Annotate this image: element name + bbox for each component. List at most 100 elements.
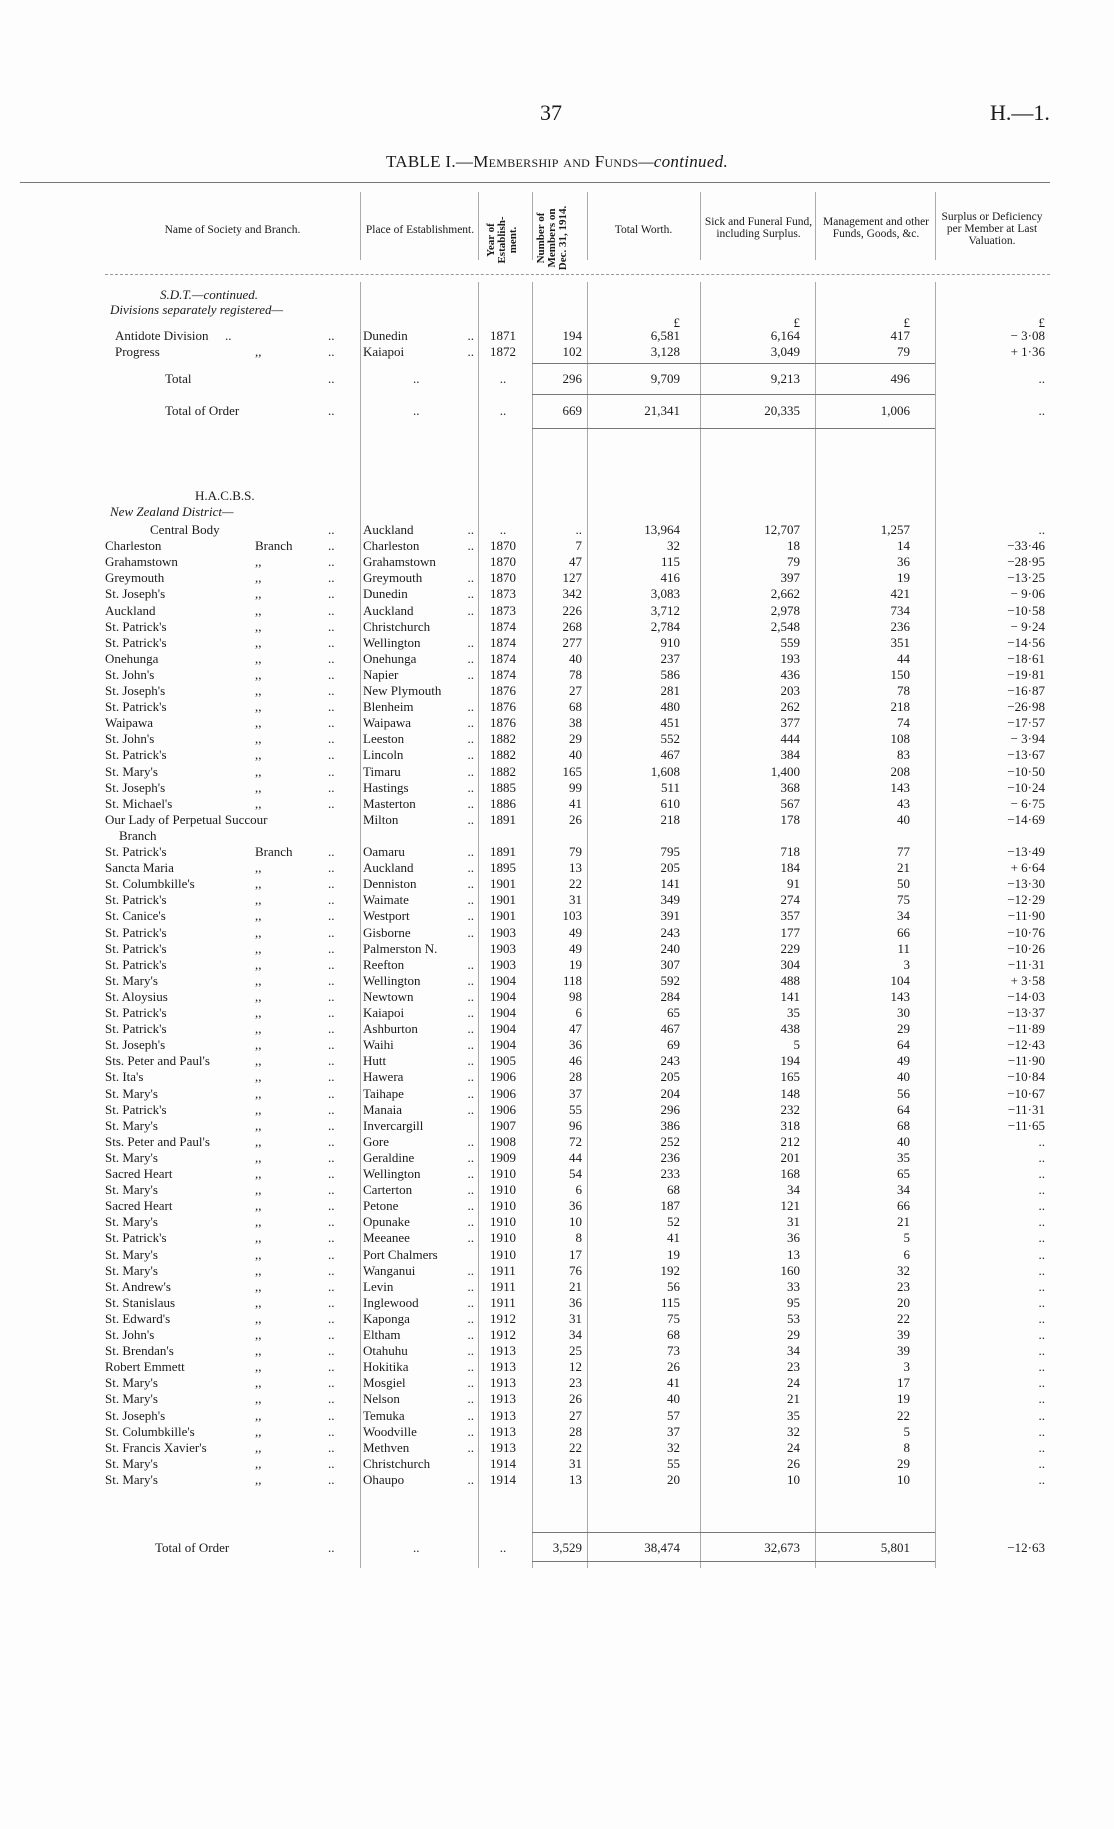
sick-fund-cell: 31 (787, 1214, 800, 1230)
leader-dots: .. (328, 940, 335, 956)
place-cell: Kaponga.. (363, 1311, 478, 1327)
branch-name-cell: St. Patrick's,,.. (105, 892, 355, 908)
total-worth-cell: 237 (660, 650, 681, 666)
place-name: Dunedin (363, 586, 408, 602)
surplus-cell: −10·76 (1007, 924, 1045, 940)
column-rule (935, 192, 936, 260)
sick-fund-cell: 357 (780, 908, 801, 924)
branch-name: St. Mary's (105, 1085, 158, 1101)
leader-dots: .. (328, 1359, 335, 1375)
total-worth-cell: 467 (660, 747, 681, 763)
management-funds-cell: 43 (897, 795, 910, 811)
place-cell: Denniston.. (363, 876, 478, 892)
ditto-mark: ,, (255, 602, 262, 618)
sick-fund-cell: 203 (780, 683, 801, 698)
management-funds-cell: 65 (897, 1166, 910, 1181)
total-worth-cell: 52 (667, 1214, 680, 1230)
surplus-cell: − 3·08 (1010, 328, 1045, 343)
surplus-cell: −10·58 (1007, 602, 1045, 618)
surplus-cell: .. (1038, 1294, 1046, 1310)
leader-dots: .. (467, 328, 475, 343)
leader-dots: .. (328, 1423, 335, 1439)
table-row: St. Mary's,,.. Invercargill 1907 96 386 318 68… (105, 1118, 1050, 1134)
management-funds-cell: 143 (890, 988, 911, 1004)
branch-name-cell: St. Patrick's,,.. (105, 1102, 355, 1118)
total-worth-cell: 284 (660, 988, 681, 1004)
place-name: Oamaru (363, 844, 405, 859)
leader-dots: .. (328, 763, 335, 779)
leader-dots: .. (328, 522, 335, 537)
sick-fund-cell: 18 (787, 538, 800, 554)
management-funds-cell: 734 (890, 602, 911, 618)
branch-name-cell: Sacred Heart,,.. (105, 1198, 355, 1214)
table-row: Auckland,,.. Auckland.. 1873 226 3,712 2,978 7… (105, 603, 1050, 619)
place-name: Port Chalmers (363, 1246, 438, 1262)
leader-dots: .. (467, 1278, 475, 1294)
ditto-mark: ,, (255, 1133, 262, 1149)
total-worth-cell: 65 (667, 1005, 680, 1020)
members-cell: 12 (569, 1359, 582, 1375)
table-row: Antidote Division.... Dunedin.. 1871 194 6,5… (105, 328, 1050, 344)
surplus-cell: .. (1038, 1407, 1046, 1423)
year-cell: 1873 (490, 586, 516, 602)
total-worth-cell: 252 (660, 1133, 681, 1149)
table-row: Greymouth,,.. Greymouth.. 1870 127 416 397 19−… (105, 570, 1050, 586)
total-worth-cell: 552 (660, 731, 681, 747)
column-rule (587, 282, 588, 1568)
members-cell: 26 (569, 811, 582, 827)
ditto-mark: ,, (255, 1294, 262, 1310)
place-name: Hawera (363, 1069, 404, 1085)
col-header-name: Name of Society and Branch. (164, 224, 301, 236)
management-funds-cell: 40 (897, 811, 910, 827)
branch-name-cell: Total.. (105, 371, 355, 387)
table-row: Sancta Maria,,.. Auckland.. 1895 13 205 184 21… (105, 860, 1050, 876)
place-name: Hastings (363, 779, 409, 795)
sick-fund-cell: 3,049 (770, 343, 800, 359)
leader-dots: .. (467, 1085, 475, 1101)
branch-name: St. Columbkille's (105, 1423, 195, 1439)
leader-dots: .. (467, 1005, 475, 1020)
management-funds-cell: 66 (897, 924, 910, 940)
branch-name: Total (165, 371, 192, 386)
management-funds-cell: 19 (897, 570, 910, 586)
total-worth-cell: 281 (660, 683, 681, 698)
place-name: Auckland (363, 522, 414, 537)
place-cell: Grahamstown (363, 554, 478, 570)
members-cell: 296 (562, 371, 583, 386)
sick-fund-cell: 488 (780, 972, 801, 988)
management-funds-cell: 50 (897, 876, 910, 892)
year-cell: 1913 (490, 1439, 516, 1455)
branch-name: Sacred Heart (105, 1198, 173, 1214)
branch-name-cell: St. Joseph's,,.. (105, 586, 355, 602)
place-name: Meeanee (363, 1230, 410, 1246)
leader-dots: .. (467, 666, 475, 682)
place-name: Temuka (363, 1407, 405, 1423)
branch-name: St. Mary's (105, 1149, 158, 1165)
surplus-cell: −13·30 (1007, 876, 1045, 892)
members-cell: 40 (569, 747, 582, 763)
year-cell: 1903 (490, 956, 516, 972)
table-row: St. Michael's,,.. Masterton.. 1886 41 610 567… (105, 796, 1050, 812)
col-header-total-worth: Total Worth. (614, 224, 673, 236)
sick-fund-cell: 35 (787, 1407, 800, 1423)
surplus-cell: .. (1038, 1455, 1046, 1471)
year-cell: 1891 (490, 811, 516, 827)
year-cell: 1885 (490, 779, 516, 795)
management-funds-cell: 36 (897, 554, 910, 570)
management-funds-cell: 49 (897, 1053, 910, 1069)
branch-name: St. Patrick's (105, 634, 167, 650)
place-name: Levin (363, 1278, 394, 1294)
leader-dots: .. (328, 1198, 335, 1214)
place-name: Westport (363, 908, 410, 924)
sick-fund-cell: 160 (780, 1262, 801, 1278)
ditto-mark: ,, (255, 586, 262, 602)
management-funds-cell: 21 (897, 1214, 910, 1230)
table-row: St. John's,,.. Eltham.. 1912 34 68 29 39.. (105, 1327, 1050, 1343)
place-name: Wanganui (363, 1262, 416, 1278)
table-row: Robert Emmett,,.. Hokitika.. 1913 12 26 23 3.. (105, 1359, 1050, 1375)
branch-name-cell: St. Patrick's,,.. (105, 619, 355, 635)
total-worth-cell: 592 (660, 972, 681, 988)
branch-name-cell: St. Francis Xavier's,,.. (105, 1440, 355, 1456)
ditto-mark: ,, (255, 343, 262, 359)
sdt-order-rule (532, 428, 935, 429)
